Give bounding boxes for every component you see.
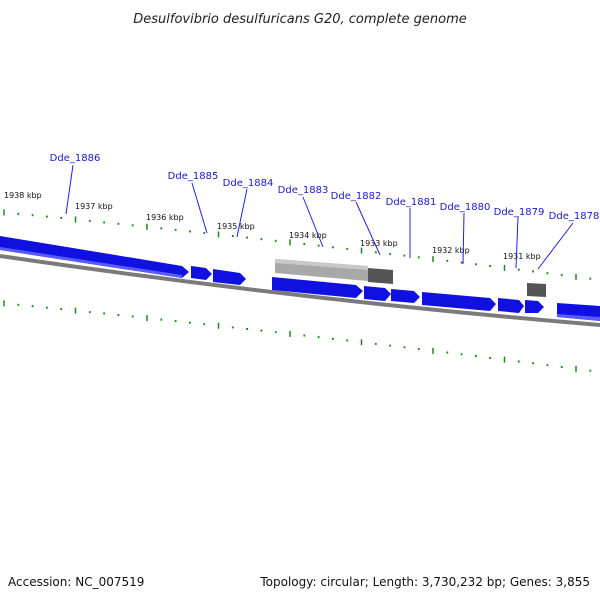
kbp-label: 1937 kbp <box>75 202 113 211</box>
reverse-strand-genes <box>272 277 600 321</box>
leader-line <box>65 164 74 215</box>
page-title: Desulfovibrio desulfuricans G20, complet… <box>133 12 467 27</box>
gene-label[interactable]: Dde_1883 <box>278 185 329 196</box>
kbp-label: 1935 kbp <box>217 222 255 231</box>
kbp-label: 1936 kbp <box>146 213 184 222</box>
scale-labels: 1938 kbp 1937 kbp 1936 kbp 1935 kbp 1934… <box>4 191 541 261</box>
leader-line <box>191 182 208 234</box>
gene-leaders <box>65 164 574 270</box>
kbp-label: 1933 kbp <box>360 239 398 248</box>
gene-label[interactable]: Dde_1878 <box>549 211 600 222</box>
gene-labels: Dde_1886 Dde_1885 Dde_1884 Dde_1883 Dde_… <box>50 153 600 222</box>
kbp-label: 1934 kbp <box>289 231 327 240</box>
gene-feature[interactable] <box>422 292 496 311</box>
gene-feature-highlight <box>0 247 182 278</box>
gene-label[interactable]: Dde_1881 <box>386 197 437 208</box>
kbp-label: 1931 kbp <box>503 252 541 261</box>
gene-feature-highlight <box>557 314 600 321</box>
gene-label[interactable]: Dde_1884 <box>223 178 274 189</box>
gene-feature[interactable] <box>191 266 212 280</box>
forward-strand-genes <box>0 236 246 285</box>
gene-feature[interactable] <box>391 289 420 303</box>
leader-line <box>236 188 248 238</box>
gene-label[interactable]: Dde_1886 <box>50 153 101 164</box>
gray-feature[interactable] <box>527 283 546 297</box>
scale-ticks-outer <box>3 209 592 280</box>
gene-label[interactable]: Dde_1880 <box>440 202 491 213</box>
leader-line <box>515 216 519 269</box>
kbp-label: 1938 kbp <box>4 191 42 200</box>
kbp-label: 1932 kbp <box>432 246 470 255</box>
leader-line <box>462 212 465 265</box>
leader-line <box>302 196 324 248</box>
gene-label[interactable]: Dde_1879 <box>494 207 545 218</box>
leader-line <box>537 222 574 270</box>
gray-feature[interactable] <box>368 268 393 284</box>
reverse-strand-features <box>275 259 546 297</box>
leader-line <box>355 201 381 256</box>
gray-feature-highlight <box>275 259 368 270</box>
accession-text: Accession: NC_007519 <box>8 575 144 589</box>
gene-feature[interactable] <box>272 277 363 298</box>
gene-feature[interactable] <box>0 236 189 278</box>
genome-backbone <box>0 254 600 327</box>
gene-feature[interactable] <box>498 298 524 313</box>
gene-feature[interactable] <box>525 300 544 313</box>
gene-label[interactable]: Dde_1882 <box>331 191 382 202</box>
genome-summary-text: Topology: circular; Length: 3,730,232 bp… <box>259 575 590 589</box>
gene-label[interactable]: Dde_1885 <box>168 171 219 182</box>
gene-feature[interactable] <box>364 286 391 301</box>
gene-feature[interactable] <box>213 269 246 285</box>
scale-ticks-inner <box>3 300 592 372</box>
